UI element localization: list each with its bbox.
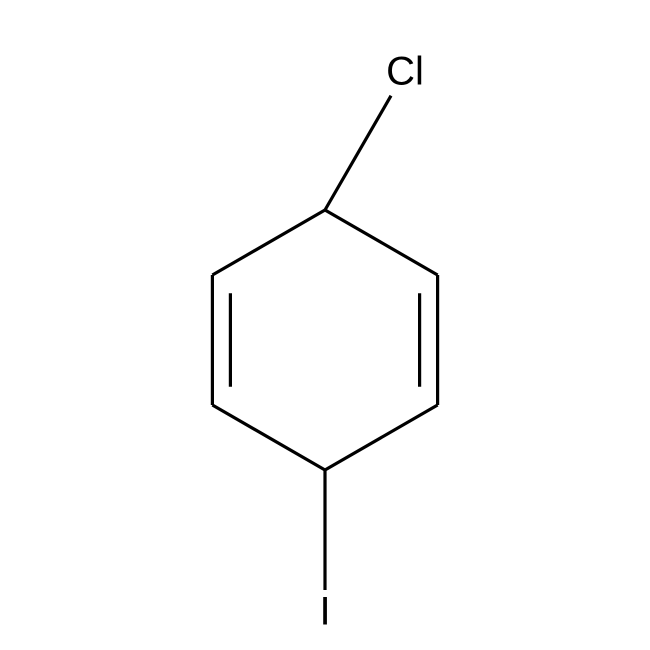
atom-label-i: I — [319, 590, 330, 634]
ring-bond-c4-c5 — [212, 405, 325, 470]
ring-bond-c1-c2 — [325, 210, 438, 275]
ring-bond-c3-c4 — [325, 405, 438, 470]
substituent-bond-cl — [325, 96, 391, 210]
molecule-canvas: Cl I — [0, 0, 650, 650]
atom-label-cl: Cl — [386, 50, 424, 94]
ring-bond-c6-c1 — [212, 210, 325, 275]
